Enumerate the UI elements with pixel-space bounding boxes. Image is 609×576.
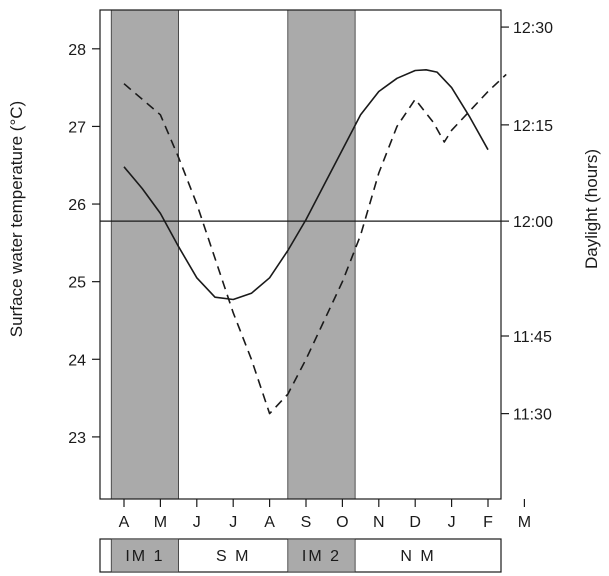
y-tick-label: 27 [68, 119, 86, 136]
y-tick-label: 24 [68, 352, 86, 369]
season-label: S M [216, 548, 250, 565]
shaded-band-im1 [110, 9, 179, 500]
y2-tick-label: 12:00 [513, 214, 553, 231]
x-tick-label: J [193, 514, 201, 531]
x-tick-label: N [373, 514, 385, 531]
y2-tick-label: 11:45 [513, 329, 552, 346]
y-axis-title: Surface water temperature (°C) [7, 101, 26, 337]
season-bar: IM 1 S M IM 2 N M [99, 538, 502, 573]
shaded-band-im2 [287, 9, 356, 500]
season-cell-shaded [287, 538, 356, 573]
x-tick-label: O [336, 514, 348, 531]
y-tick-label: 23 [68, 430, 86, 447]
season-label: IM 1 [125, 548, 164, 565]
y-tick-label: 26 [68, 197, 86, 214]
series-line-solid [123, 69, 489, 301]
x-tick-label: J [448, 514, 456, 531]
shaded-period-bands [110, 9, 356, 500]
x-tick-label: S [301, 514, 312, 531]
y2-tick-label: 12:15 [513, 118, 553, 135]
x-tick-label: J [229, 514, 237, 531]
x-tick-label: F [483, 514, 493, 531]
plot-frame [99, 9, 502, 500]
x-tick-label: A [264, 514, 275, 531]
season-label: N M [400, 548, 435, 565]
y2-tick-label: 11:30 [513, 407, 552, 424]
y-axis-right: 11:30 11:45 12:00 12:15 12:30 [501, 20, 553, 424]
series-line-dashed [123, 73, 507, 415]
y2-tick-label: 12:30 [513, 20, 553, 37]
y-tick-label: 25 [68, 275, 86, 292]
x-tick-label: M [518, 514, 531, 531]
series-layer [123, 69, 507, 415]
season-cell-shaded [110, 538, 179, 573]
season-label: IM 2 [302, 548, 341, 565]
x-tick-label: A [119, 514, 130, 531]
y2-axis-title: Daylight (hours) [582, 149, 601, 269]
x-tick-label: D [409, 514, 421, 531]
x-tick-label: M [154, 514, 167, 531]
y-tick-label: 28 [68, 42, 86, 59]
y-axis-left: 23 24 25 26 27 28 [68, 42, 100, 447]
